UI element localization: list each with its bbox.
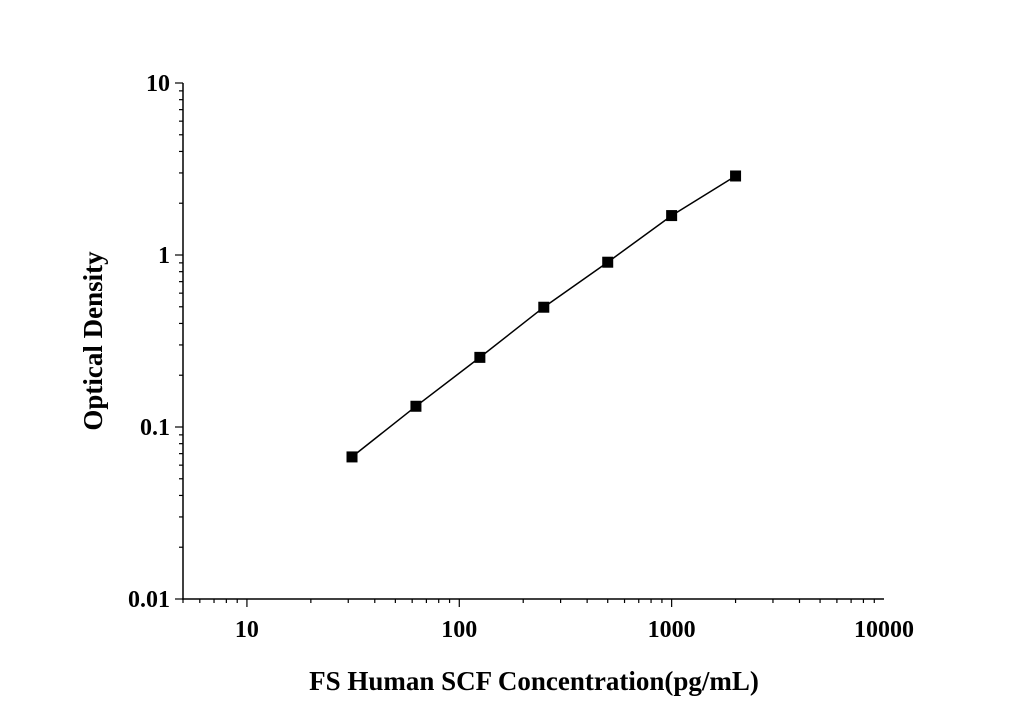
x-tick-label: 10 [235,617,259,643]
x-tick-label: 100 [441,617,477,643]
y-tick-label: 10 [146,71,170,97]
data-point-marker [474,351,486,363]
y-tick-label: 0.01 [128,587,170,613]
data-point-marker [410,400,422,412]
series [346,170,742,463]
ticks [175,82,875,607]
series-line [351,175,736,458]
axes [182,83,884,600]
data-point-marker [730,170,742,182]
y-axis-title: Optical Density [78,251,108,431]
y-tick-label: 1 [158,243,170,269]
tick-labels: 10 100 1000 10000 0.01 0.1 1 10 [128,71,914,643]
x-axis-title: FS Human SCF Concentration(pg/mL) [309,666,759,696]
data-point-marker [346,451,358,463]
data-point-marker [602,256,614,268]
y-tick-label: 0.1 [140,415,170,441]
data-point-marker [666,210,678,222]
data-point-marker [538,301,550,313]
x-tick-label: 10000 [854,617,914,643]
x-tick-label: 1000 [648,617,696,643]
